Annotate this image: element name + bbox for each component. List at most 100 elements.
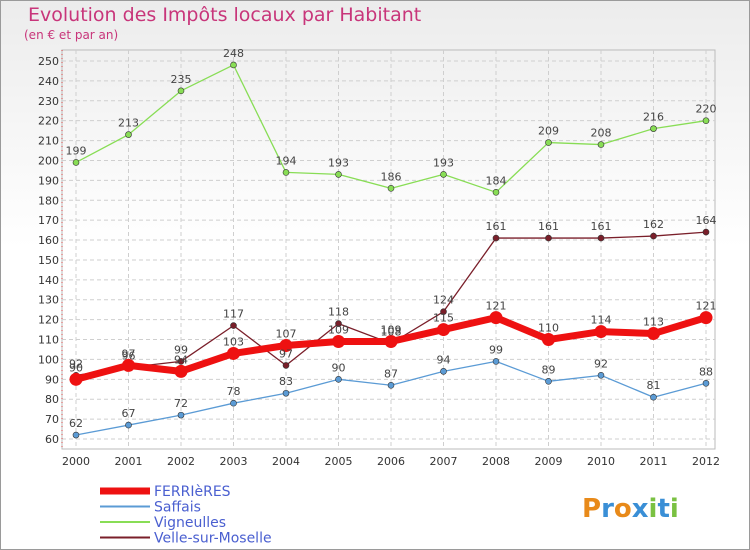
data-point	[594, 325, 608, 339]
y-tick-label: 140	[38, 274, 59, 287]
data-label: 235	[171, 73, 192, 86]
data-label: 97	[122, 347, 136, 360]
data-point	[122, 358, 135, 372]
plot-area	[61, 49, 716, 450]
x-tick-label: 2012	[692, 455, 720, 468]
data-label: 109	[328, 324, 349, 337]
data-label: 124	[433, 294, 454, 307]
data-point	[489, 311, 503, 325]
data-label: 94	[174, 353, 188, 366]
data-label: 164	[696, 214, 717, 227]
data-point	[177, 358, 185, 365]
data-point	[335, 320, 342, 327]
logo-text: Proxiti	[582, 494, 679, 524]
data-label: 248	[223, 47, 244, 60]
data-point	[332, 335, 345, 349]
data-label: 161	[591, 220, 612, 233]
data-label: 92	[594, 357, 608, 370]
data-point	[230, 61, 237, 69]
data-point	[227, 346, 240, 360]
data-label: 121	[696, 300, 717, 313]
legend-label: Vigneulles	[154, 515, 226, 531]
data-point	[702, 379, 710, 387]
proxiti-logo: Proxiti	[582, 494, 679, 524]
data-point	[492, 358, 500, 365]
data-label: 90	[332, 361, 346, 374]
x-tick-label: 2006	[377, 455, 405, 468]
y-tick-label: 160	[38, 234, 59, 247]
data-label: 92	[69, 357, 83, 370]
data-label: 194	[276, 154, 297, 167]
data-point	[282, 169, 290, 176]
y-tick-label: 70	[45, 413, 59, 426]
x-tick-label: 2011	[640, 455, 668, 468]
data-point	[545, 234, 552, 242]
data-label: 193	[328, 156, 349, 169]
data-label: 62	[69, 417, 83, 430]
data-label: 67	[122, 407, 136, 420]
chart-title: Evolution des Impôts locaux par Habitant	[28, 4, 422, 26]
data-label: 72	[174, 397, 188, 410]
y-tick-label: 80	[45, 393, 59, 406]
data-point	[72, 431, 80, 439]
x-tick-label: 2000	[62, 455, 90, 468]
data-point	[125, 131, 132, 138]
y-tick-label: 190	[38, 174, 59, 187]
data-label: 213	[118, 117, 139, 130]
data-point	[230, 322, 237, 329]
data-label: 216	[643, 111, 664, 124]
data-point	[69, 372, 83, 386]
data-point	[387, 381, 395, 389]
data-point	[437, 323, 450, 337]
data-point	[230, 399, 237, 407]
data-label: 208	[591, 127, 612, 140]
grid-lines	[61, 49, 716, 450]
data-label: 121	[486, 300, 507, 313]
data-label: 109	[381, 324, 402, 337]
x-tick-label: 2004	[272, 455, 300, 468]
data-point	[177, 87, 185, 95]
y-tick-label: 120	[38, 314, 59, 327]
data-label: 110	[538, 322, 559, 335]
x-tick-label: 2008	[482, 455, 510, 468]
x-tick-label: 2007	[430, 455, 458, 468]
y-tick-label: 250	[38, 55, 59, 68]
data-label: 161	[486, 220, 507, 233]
data-label: 114	[591, 314, 612, 327]
data-label: 108	[381, 326, 402, 339]
data-label: 90	[69, 361, 83, 374]
y-tick-label: 210	[38, 135, 59, 148]
y-tick-label: 170	[38, 214, 59, 227]
data-label: 199	[66, 144, 87, 157]
y-tick-label: 180	[38, 194, 59, 207]
data-point	[177, 411, 185, 419]
data-point	[335, 171, 342, 178]
data-label: 89	[542, 363, 556, 376]
data-label: 113	[643, 316, 664, 329]
data-point	[647, 327, 660, 341]
data-point	[387, 185, 395, 192]
data-label: 115	[433, 312, 454, 325]
data-point	[650, 393, 657, 401]
y-tick-label: 90	[45, 373, 59, 386]
data-label: 118	[328, 306, 349, 319]
data-point	[702, 228, 710, 236]
data-label: 107	[276, 327, 297, 340]
data-point	[545, 378, 552, 385]
data-label: 103	[223, 335, 244, 348]
data-labels: 199 213 235 248 194 193 186 193 184 209 208 216 220 6…	[66, 47, 717, 430]
series-lines	[69, 61, 713, 439]
data-point	[440, 171, 447, 178]
data-label: 81	[647, 379, 661, 392]
data-point	[650, 232, 657, 240]
data-point	[440, 368, 447, 375]
data-label: 78	[227, 385, 241, 398]
data-point	[492, 234, 500, 242]
data-point	[702, 117, 710, 124]
data-label: 193	[433, 156, 454, 169]
y-tick-label: 100	[38, 353, 59, 366]
x-tick-label: 2005	[325, 455, 353, 468]
data-point	[174, 364, 188, 378]
x-tick-label: 2003	[220, 455, 248, 468]
